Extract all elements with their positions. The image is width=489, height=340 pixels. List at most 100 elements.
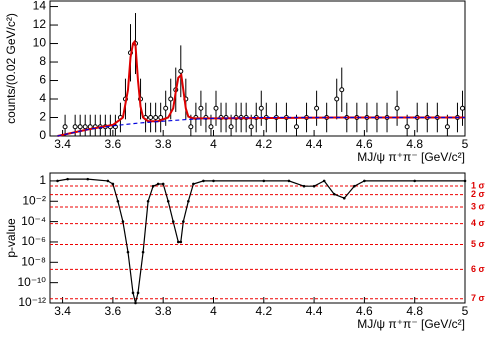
curve-point [187, 199, 190, 203]
x-tick-label: 4 [210, 304, 217, 318]
y-tick-label: 10⁻¹⁰ [18, 275, 47, 289]
curve-point [116, 199, 120, 203]
data-point [72, 124, 78, 130]
curve-point [141, 250, 145, 254]
data-point [188, 124, 194, 130]
curve-point [171, 220, 175, 223]
sigma-label: 3 σ [471, 201, 485, 211]
x-axis-label: MJ/ψ π⁺π⁻ [GeV/c²] [357, 150, 465, 164]
data-point [208, 124, 214, 130]
data-point [178, 68, 184, 74]
curve-point [151, 184, 155, 188]
data-point [258, 105, 264, 111]
sigma-label: 6 σ [471, 264, 485, 274]
x-tick-label: 4.8 [406, 304, 423, 318]
data-point [153, 115, 159, 121]
y-tick-label: 10⁻¹² [18, 295, 46, 309]
y-axis-label: counts/(0.02 GeV/c²) [4, 13, 18, 124]
data-point [198, 105, 204, 111]
y-tick-label: 0 [39, 128, 46, 142]
curve-point [202, 179, 205, 183]
curve-point [86, 177, 90, 181]
curve-point [363, 179, 366, 183]
y-tick-label: 2 [39, 110, 46, 124]
data-point [213, 105, 219, 111]
x-tick-label: 3.4 [54, 137, 71, 151]
x-tick-label: 4.4 [306, 137, 323, 151]
y-tick-label: 8 [39, 54, 46, 68]
curve-point [342, 196, 346, 200]
x-tick-label: 4 [210, 137, 217, 151]
data-point [404, 124, 410, 130]
curve-point [353, 184, 356, 188]
curve-point [322, 179, 326, 183]
x-tick-label: 3.8 [155, 304, 172, 318]
data-point [444, 124, 450, 130]
curve-point [262, 179, 266, 183]
data-point [168, 96, 174, 102]
sigma-label: 2 σ [471, 189, 485, 199]
data-point [77, 124, 83, 130]
curve-point [146, 199, 150, 203]
curve-point [126, 250, 130, 254]
y-tick-label: 12 [33, 17, 47, 31]
curve-point [192, 182, 195, 186]
curve-point [312, 184, 316, 188]
x-tick-label: 3.6 [105, 304, 122, 318]
x-tick-label: 3.8 [155, 137, 172, 151]
y-tick-label: 1 [39, 173, 46, 187]
x-tick-label: 4.2 [255, 304, 272, 318]
curve-point [131, 291, 135, 295]
y-tick-label: 10⁻⁴ [21, 214, 46, 228]
data-point [148, 115, 154, 121]
data-point [62, 124, 68, 130]
y-tick-label: 14 [33, 0, 47, 13]
data-point [339, 87, 345, 93]
data-point [293, 124, 299, 130]
fit-curve [57, 39, 465, 137]
panel: 3.4 3.6 3.8 4 4.2 4.4 4.6 4.8 5 0 2 4 6 8 10 12 14 counts… [4, 0, 468, 164]
y-tick-label: 10⁻⁶ [21, 234, 46, 248]
x-tick-label: 5 [462, 304, 469, 318]
x-tick-label: 3.6 [105, 137, 122, 151]
curve-point [66, 177, 69, 181]
fit-curve [57, 178, 465, 304]
data-point [459, 105, 465, 111]
y-tick-label: 4 [39, 91, 46, 105]
frame [49, 172, 466, 304]
y-tick-label: 6 [39, 73, 46, 87]
sigma-label: 1 σ [471, 180, 485, 190]
background-curve [57, 116, 465, 137]
y-axis-label: p-value [4, 218, 18, 258]
y-tick-label: 10⁻⁸ [21, 254, 46, 268]
curve-point [287, 179, 291, 183]
curve-point [136, 291, 140, 295]
curve-point [332, 192, 336, 196]
curve-point [156, 182, 160, 186]
x-tick-label: 4.8 [406, 137, 423, 151]
data-point [334, 96, 340, 102]
data-point [163, 105, 169, 111]
sigma-label: 5 σ [471, 239, 485, 249]
curve-point [134, 301, 137, 305]
curve-point [161, 182, 165, 186]
curve-point [166, 199, 170, 203]
curve-point [463, 179, 467, 183]
sigma-label: 4 σ [471, 218, 485, 228]
x-tick-label: 4.6 [356, 304, 373, 318]
curve-point [106, 179, 110, 183]
data-point [248, 124, 254, 130]
y-tick-label: 10⁻² [22, 193, 46, 207]
x-tick-label: 4.2 [255, 137, 272, 151]
data-point [82, 124, 88, 130]
x-tick-label: 3.4 [54, 304, 71, 318]
curve-point [212, 179, 215, 183]
curve-point [111, 182, 115, 186]
x-tick-label: 4.6 [356, 137, 373, 151]
x-tick-label: 4.4 [306, 304, 323, 318]
frame [49, 0, 466, 137]
x-tick-label: 5 [462, 137, 469, 151]
curve-point [182, 220, 185, 223]
y-tick-label: 10 [33, 36, 47, 50]
